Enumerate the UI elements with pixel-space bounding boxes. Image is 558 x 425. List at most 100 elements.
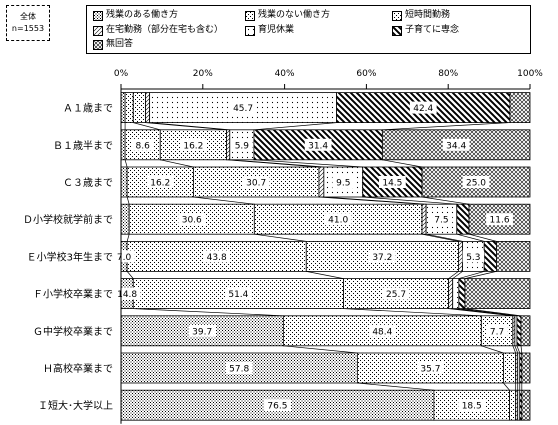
series-connector bbox=[448, 271, 459, 279]
series-connector bbox=[516, 345, 521, 354]
category-label: Ｆ小学校卒業まで bbox=[33, 288, 113, 301]
bar-segment bbox=[421, 203, 427, 235]
bar-segment bbox=[120, 129, 126, 161]
data-label: 9.5 bbox=[336, 179, 350, 189]
category-label: Ｈ高校卒業まで bbox=[43, 362, 113, 375]
series-connector bbox=[456, 233, 485, 242]
data-label-bg bbox=[324, 213, 352, 226]
series-connector bbox=[343, 308, 482, 317]
legend-item-childcare-leave: 育児休業 bbox=[245, 25, 294, 36]
series-connector bbox=[133, 122, 161, 131]
legend-swatch-childcare-leave bbox=[245, 25, 255, 36]
series-connector bbox=[253, 122, 337, 131]
data-label-bg bbox=[486, 324, 508, 337]
axes: 0% 20% 40% 60% 80% 100% Ａ１歳まで Ｂ１歳半まで Ｃ３歳まで Ｄ小学校就学… bbox=[23, 69, 543, 424]
data-label-bg bbox=[409, 101, 437, 114]
data-label: 5.3 bbox=[466, 253, 480, 263]
bar-segment bbox=[145, 92, 151, 123]
data-label: 35.7 bbox=[420, 365, 440, 375]
data-label: 7.7 bbox=[490, 327, 504, 337]
bar-segment bbox=[520, 315, 531, 347]
series-connector bbox=[124, 159, 128, 168]
series-connector bbox=[149, 122, 230, 131]
data-label: 5.9 bbox=[235, 141, 250, 151]
legend-item-short-hours: 短時間勤務 bbox=[392, 10, 450, 21]
bar-segment bbox=[521, 352, 531, 384]
data-label: 39.7 bbox=[192, 327, 212, 337]
legend-item-no-overtime: 残業のない働き方 bbox=[245, 10, 330, 21]
legend-swatch-short-hours bbox=[392, 10, 402, 21]
data-label-bg bbox=[242, 176, 270, 188]
data-label-bg bbox=[462, 176, 490, 188]
category-label: Ｃ３歳まで bbox=[63, 177, 113, 189]
series-connector bbox=[323, 196, 427, 205]
x-tick-label: 100% bbox=[517, 69, 543, 79]
data-label-bg bbox=[113, 287, 141, 300]
data-label-bg bbox=[368, 324, 396, 337]
legend-swatch-overtime bbox=[93, 10, 103, 21]
data-label: 31.4 bbox=[308, 141, 328, 151]
series-connector bbox=[481, 345, 504, 354]
bar-segment bbox=[496, 240, 531, 272]
legend-swatch-full-time-parenting bbox=[392, 25, 402, 36]
bar-segment bbox=[458, 240, 463, 272]
data-label: 30.6 bbox=[182, 216, 202, 226]
legend-label-overtime: 残業のある働き方 bbox=[106, 10, 179, 20]
category-label: Ｅ小学校3年生まで bbox=[27, 250, 113, 263]
legend-item-no-answer: 無回答 bbox=[93, 39, 133, 50]
bar-segment bbox=[226, 129, 231, 161]
data-label: 76.5 bbox=[267, 402, 287, 412]
series-connector bbox=[283, 345, 358, 354]
category-label: Ｂ１歳半まで bbox=[53, 139, 113, 152]
x-tick-label: 20% bbox=[193, 69, 213, 79]
series-connector bbox=[464, 308, 522, 317]
bar-segment bbox=[503, 352, 517, 384]
data-label-bg bbox=[462, 250, 485, 263]
series-connector bbox=[193, 196, 255, 205]
legend: 残業のある働き方 残業のない働き方 短時間勤務 在宅勤務（部分在宅も含む） 育児… bbox=[86, 5, 531, 54]
series-connector bbox=[160, 159, 194, 168]
data-label: 34.4 bbox=[446, 141, 466, 151]
legend-label-full-time-parenting: 子育てに専念 bbox=[405, 25, 460, 35]
series-connector bbox=[421, 233, 459, 242]
legend-label-childcare-leave: 育児休業 bbox=[258, 25, 295, 35]
bar-segment bbox=[521, 389, 531, 421]
data-label-bg bbox=[486, 213, 513, 226]
series-connector bbox=[126, 271, 134, 279]
data-label-bg bbox=[225, 362, 253, 374]
series-connector bbox=[452, 271, 463, 279]
data-label: 42.4 bbox=[413, 104, 433, 114]
bar-segment bbox=[509, 92, 531, 123]
series-connector bbox=[253, 159, 363, 168]
legend-item-overtime: 残業のある働き方 bbox=[93, 10, 178, 21]
series-connector bbox=[464, 271, 497, 279]
sample-label: 全体 bbox=[20, 12, 36, 21]
data-label-bg bbox=[231, 138, 253, 151]
data-label-bg bbox=[224, 287, 252, 300]
bar-segment bbox=[483, 240, 497, 272]
data-label-bg bbox=[430, 213, 453, 226]
data-labels: 45.7 42.4 8.6 16.2 5.9 31.4 34.4 16.2 30.7 9.5 14.… bbox=[113, 101, 513, 412]
bar-segment bbox=[456, 203, 470, 235]
series-connector bbox=[254, 233, 307, 242]
data-label: 41.0 bbox=[328, 216, 348, 226]
legend-item-full-time-parenting: 子育てに専念 bbox=[392, 25, 459, 36]
bar-segment bbox=[120, 166, 128, 198]
bar-segment bbox=[124, 92, 134, 123]
series-connector bbox=[468, 233, 497, 242]
data-label: 7.5 bbox=[434, 216, 448, 226]
data-label-bg bbox=[264, 399, 291, 412]
series-connector bbox=[512, 345, 517, 354]
bar-segment bbox=[318, 166, 325, 198]
legend-swatch-remote bbox=[93, 25, 103, 36]
series-connector bbox=[133, 308, 284, 317]
data-label: 14.5 bbox=[382, 179, 402, 189]
x-tick-label: 60% bbox=[356, 69, 376, 79]
series-connector bbox=[126, 196, 130, 205]
series-connector bbox=[382, 122, 510, 131]
series-connector bbox=[503, 382, 510, 391]
legend-item-remote: 在宅勤務（部分在宅も含む） bbox=[93, 25, 223, 36]
legend-swatch-no-overtime bbox=[245, 10, 255, 21]
bar-segment bbox=[120, 92, 126, 123]
